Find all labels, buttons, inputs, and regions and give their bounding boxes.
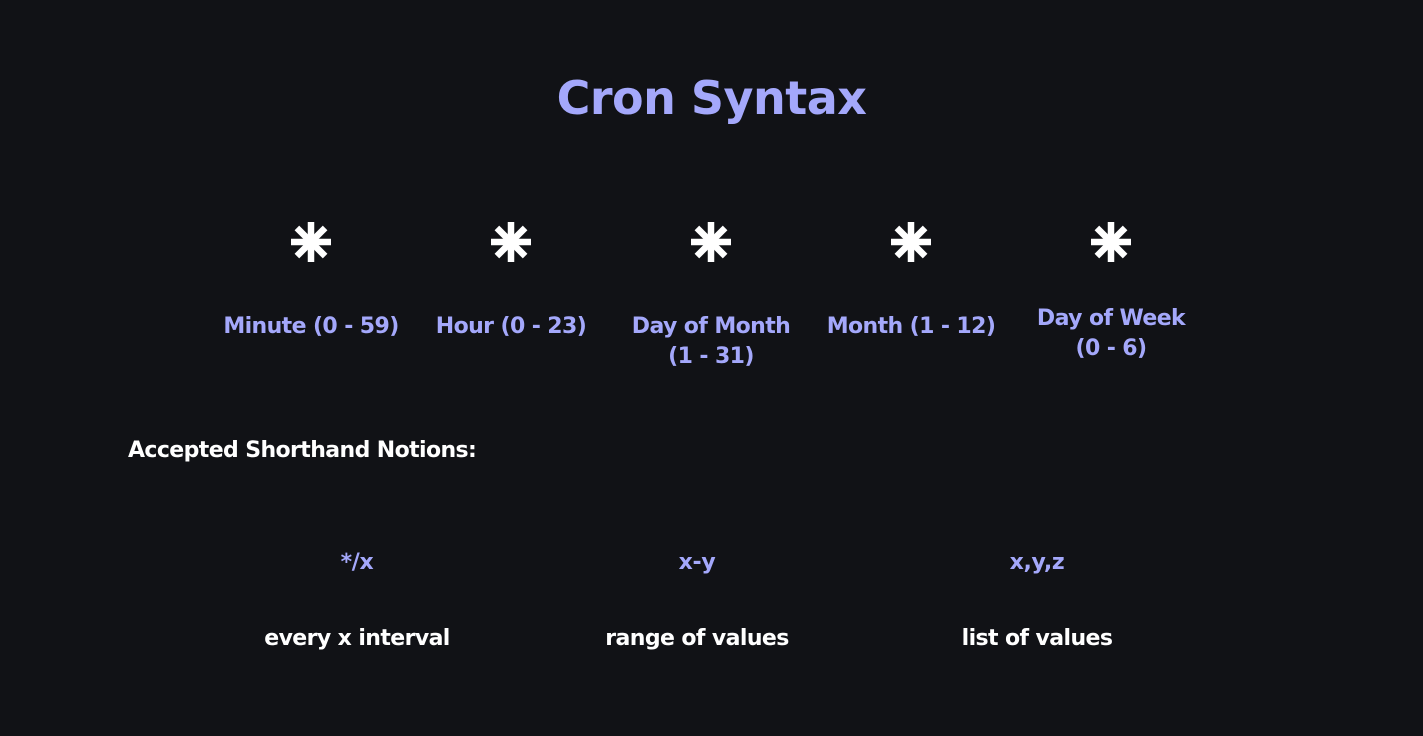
shorthand-meaning: list of values xyxy=(961,626,1113,651)
cron-field-minute: Minute (0 - 59) xyxy=(211,0,411,736)
field-label: Day of Month xyxy=(631,314,791,339)
shorthand-syntax: x-y xyxy=(678,550,716,575)
cron-field-hour: Hour (0 - 23) xyxy=(411,0,611,736)
field-range: (1 - 31) xyxy=(668,344,754,369)
field-range: (0 - 6) xyxy=(1075,336,1148,361)
shorthand-syntax: x,y,z xyxy=(1009,550,1065,575)
asterisk-icon xyxy=(211,212,411,272)
shorthand-item-range: x-y range of values xyxy=(567,0,827,736)
page-title: Cron Syntax xyxy=(556,71,867,125)
shorthand-item-list: x,y,z list of values xyxy=(907,0,1167,736)
field-label: Hour (0 - 23) xyxy=(435,314,587,339)
cron-field-day-of-month: Day of Month (1 - 31) xyxy=(611,0,811,736)
field-label: Minute (0 - 59) xyxy=(223,314,399,339)
shorthand-syntax: */x xyxy=(340,550,374,575)
shorthand-item-interval: */x every x interval xyxy=(227,0,487,736)
asterisk-icon xyxy=(411,212,611,272)
cron-field-month: Month (1 - 12) xyxy=(811,0,1011,736)
field-label: Month (1 - 12) xyxy=(826,314,996,339)
field-label: Day of Week xyxy=(1036,306,1186,331)
asterisk-icon xyxy=(811,212,1011,272)
shorthand-heading: Accepted Shorthand Notions: xyxy=(128,438,477,463)
asterisk-icon xyxy=(611,212,811,272)
shorthand-meaning: every x interval xyxy=(264,626,450,651)
cron-field-day-of-week: Day of Week (0 - 6) xyxy=(1011,0,1211,736)
shorthand-meaning: range of values xyxy=(605,626,789,651)
asterisk-icon xyxy=(1011,212,1211,272)
